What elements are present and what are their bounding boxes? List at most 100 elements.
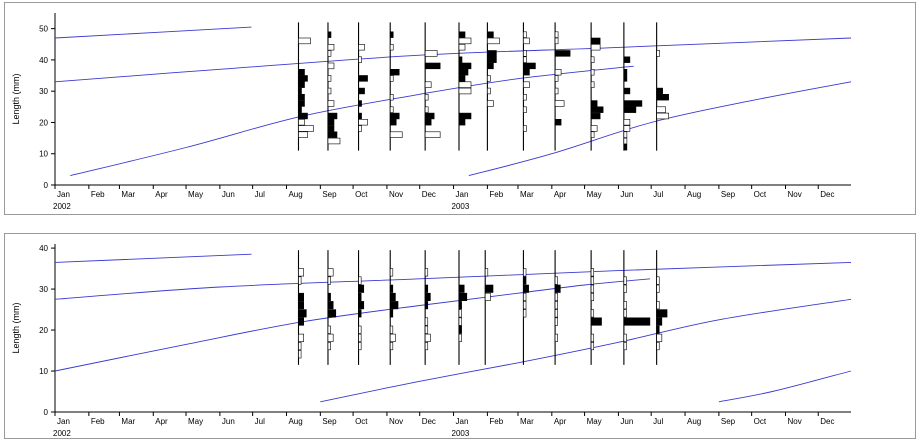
x-tick-label: May	[188, 190, 203, 199]
histogram-bar-filled	[424, 119, 432, 126]
histogram-bar-open	[590, 284, 595, 293]
growth-curve	[54, 278, 651, 372]
histogram-bar-filled	[458, 119, 466, 126]
bottom-length-frequency-chart: 0 10 20 30 40 Length (mm) Jan Feb Mar Apr May Jun Ju…	[11, 244, 852, 438]
histogram-bar-filled	[590, 37, 601, 45]
y-tick-label: 40	[39, 56, 48, 65]
x-tick-label: Mar	[520, 417, 534, 426]
histogram-bar-open	[484, 268, 489, 277]
histogram-bar-open	[554, 37, 559, 45]
x-tick-label: Jun	[620, 190, 633, 199]
histogram-bar-open	[327, 100, 335, 107]
histogram-bar-open	[484, 292, 491, 302]
histogram-bar-open	[389, 325, 394, 334]
histogram-bar-open	[327, 325, 331, 334]
histogram-bar-filled	[424, 284, 429, 293]
x-tick-label: Jul	[653, 417, 663, 426]
histogram-bar-open	[656, 342, 660, 351]
histogram-bar-filled	[656, 325, 660, 334]
histogram-bar-filled	[298, 94, 305, 101]
x-tick-label: Jun	[620, 417, 633, 426]
histogram-bar-filled	[590, 106, 604, 113]
x-tick-label: Oct	[355, 417, 368, 426]
histogram-bar-open	[327, 87, 332, 95]
histogram-bar-open	[623, 137, 628, 145]
histogram-bar-filled	[298, 106, 302, 113]
histogram-bar-open	[590, 268, 595, 277]
x-tick-label: Jul	[653, 190, 663, 199]
histogram-bar-filled	[656, 87, 663, 95]
x-tick-label: Jan	[57, 190, 70, 199]
histogram-bar-open	[389, 342, 394, 351]
x-tick-label: Apr	[155, 417, 168, 426]
y-axis-title: Length (mm)	[11, 73, 21, 124]
histogram-bar-open	[389, 106, 394, 113]
histogram-bar-filled	[484, 284, 494, 293]
histogram-bar-open	[554, 87, 559, 95]
x-tick-label: Sep	[322, 417, 337, 426]
histogram-bar-filled	[623, 100, 643, 107]
x-tick-label: Jul	[255, 190, 265, 199]
histogram-bar-open	[298, 268, 304, 277]
histogram-bar-filled	[358, 309, 362, 318]
histogram-bar-open	[554, 317, 558, 326]
histogram-bar-open	[623, 276, 627, 285]
histogram-bar-filled	[458, 62, 472, 70]
histogram-bar-filled	[389, 31, 394, 38]
x-tick-label: Feb	[489, 417, 503, 426]
histogram-bar-filled	[623, 56, 631, 63]
histogram-bar-filled	[358, 87, 365, 95]
histogram-bar-filled	[424, 301, 429, 310]
histogram-bar-open	[389, 43, 394, 51]
histogram-bar-open	[424, 342, 429, 351]
histogram-bar-filled	[458, 112, 472, 120]
x-tick-label: Jul	[255, 417, 265, 426]
x-tick-label: Sep	[721, 417, 736, 426]
histogram-bar-open	[327, 276, 331, 285]
top-chart-panel: 0 10 20 30 40 50 Length (mm) Jan Feb Mar Apr May Jun…	[4, 2, 916, 215]
histogram-bar-open	[523, 301, 527, 310]
histogram-bar-filled	[424, 112, 435, 120]
histogram-bar-filled	[389, 119, 397, 126]
histogram-bar-open	[590, 131, 595, 138]
year-label: 2002	[53, 429, 71, 438]
histogram-bar-open	[327, 342, 331, 351]
x-tick-label: Aug	[288, 417, 302, 426]
histogram-bar-filled	[554, 284, 561, 293]
histogram-bar-filled	[358, 100, 362, 107]
x-tick-label: Nov	[787, 417, 801, 426]
histogram-bar-open	[487, 37, 500, 45]
histogram-bar-open	[590, 333, 595, 342]
x-tick-label: Dec	[422, 417, 436, 426]
histogram-bar-open	[554, 292, 558, 302]
histogram-bar-open	[327, 268, 334, 277]
histogram-bar-open	[358, 342, 362, 351]
histogram-bar-open	[623, 131, 628, 138]
histogram-bar-filled	[590, 100, 598, 107]
growth-curve	[468, 81, 852, 177]
histogram-bar-filled	[298, 309, 307, 318]
histogram-bar-open	[424, 333, 431, 342]
x-tick-label: Oct	[355, 190, 368, 199]
histogram-bar-open	[358, 276, 362, 285]
histogram-bar-filled	[389, 301, 399, 310]
histogram-bar-open	[590, 342, 595, 351]
histogram-bar-open	[590, 69, 595, 76]
histogram-bar-filled	[327, 125, 335, 132]
histogram-bar-open	[487, 75, 491, 82]
histogram-bar-open	[523, 81, 530, 88]
histogram-bar-open	[424, 268, 429, 277]
histogram-bar-open	[298, 333, 304, 342]
histogram-bar-open	[389, 131, 403, 138]
x-tick-label: Jan	[456, 417, 469, 426]
histogram-bar-open	[590, 125, 598, 132]
histogram-bar-filled	[458, 284, 465, 293]
x-tick-label: Nov	[389, 417, 403, 426]
histogram-bar-filled	[358, 284, 365, 293]
histogram-bar-open	[656, 112, 669, 120]
growth-curve	[54, 253, 252, 263]
histogram-bar-filled	[298, 100, 305, 107]
histogram-bar-filled	[554, 119, 562, 126]
growth-curve	[54, 37, 852, 83]
growth-curve	[320, 298, 852, 403]
